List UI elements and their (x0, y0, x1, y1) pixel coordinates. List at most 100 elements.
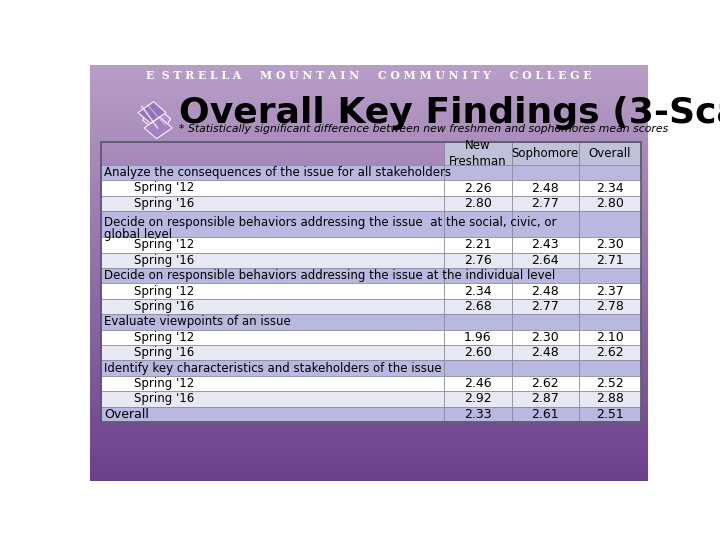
Bar (90, 354, 648, 355)
Bar (90, 238, 648, 239)
Bar (90, 260, 648, 261)
Bar (90, 77, 648, 78)
Bar (90, 282, 648, 283)
FancyBboxPatch shape (579, 330, 641, 345)
Bar (90, 304, 648, 305)
Bar (90, 166, 648, 167)
Bar (90, 251, 648, 252)
Bar (90, 158, 648, 159)
Bar (90, 113, 648, 114)
Bar (90, 231, 648, 232)
Bar (90, 124, 648, 125)
Bar (90, 421, 648, 422)
Bar (90, 249, 648, 251)
Bar (90, 394, 648, 395)
Text: 2.64: 2.64 (531, 254, 559, 267)
Bar (90, 367, 648, 368)
Bar (90, 244, 648, 245)
Bar (90, 432, 648, 433)
Bar (90, 214, 648, 215)
Bar (90, 274, 648, 275)
Bar (90, 99, 648, 100)
Bar (90, 259, 648, 260)
Bar (90, 365, 648, 366)
Text: 2.30: 2.30 (531, 331, 559, 344)
Bar (90, 401, 648, 402)
Bar (90, 140, 648, 141)
Bar (90, 131, 648, 132)
Bar (90, 319, 648, 320)
Bar (90, 264, 648, 265)
Bar (90, 300, 648, 301)
Bar (90, 328, 648, 329)
Bar (90, 441, 648, 442)
Bar (90, 452, 648, 453)
Bar (90, 464, 648, 465)
Bar (90, 191, 648, 192)
Bar (90, 468, 648, 469)
Bar (90, 449, 648, 450)
Bar (90, 247, 648, 248)
Polygon shape (138, 102, 166, 123)
Bar (90, 308, 648, 309)
Bar (90, 400, 648, 401)
Bar (90, 153, 648, 154)
Bar (90, 357, 648, 358)
Text: 2.51: 2.51 (596, 408, 624, 421)
Text: Overall: Overall (104, 408, 149, 421)
Bar (90, 70, 648, 71)
Bar (90, 360, 648, 361)
Bar (90, 217, 648, 218)
Bar (90, 235, 648, 236)
Bar (90, 356, 648, 357)
Bar (90, 310, 648, 311)
Text: 2.52: 2.52 (596, 377, 624, 390)
Bar (90, 269, 648, 271)
FancyBboxPatch shape (444, 314, 512, 330)
Bar (90, 389, 648, 390)
Bar (90, 130, 648, 131)
Bar (90, 433, 648, 434)
Bar (90, 461, 648, 462)
Bar (90, 278, 648, 279)
Bar (90, 151, 648, 152)
Bar (90, 448, 648, 449)
FancyBboxPatch shape (512, 142, 579, 165)
Text: 2.78: 2.78 (596, 300, 624, 313)
Text: Spring '12: Spring '12 (104, 181, 194, 194)
Bar (90, 467, 648, 468)
Bar (90, 298, 648, 299)
FancyBboxPatch shape (512, 211, 579, 237)
Text: 2.88: 2.88 (596, 393, 624, 406)
Bar (90, 313, 648, 314)
Bar (90, 373, 648, 374)
Bar (90, 473, 648, 474)
Bar (90, 199, 648, 200)
FancyBboxPatch shape (444, 392, 512, 407)
Bar (90, 302, 648, 303)
Bar (90, 85, 648, 86)
Bar (90, 479, 648, 480)
Bar (90, 90, 648, 91)
Bar (90, 215, 648, 217)
Bar (90, 141, 648, 142)
Bar (90, 225, 648, 226)
Bar (90, 80, 648, 81)
Bar (90, 440, 648, 441)
Bar (90, 398, 648, 399)
Bar (90, 472, 648, 473)
Bar (90, 175, 648, 176)
Polygon shape (143, 103, 171, 136)
Bar (90, 315, 648, 316)
Bar (90, 187, 648, 188)
Bar (90, 114, 648, 115)
Bar (90, 275, 648, 276)
Bar (90, 143, 648, 144)
Bar (90, 443, 648, 444)
Bar (90, 311, 648, 312)
Bar (90, 289, 648, 291)
Bar (90, 454, 648, 455)
Bar (90, 210, 648, 211)
Bar (90, 81, 648, 82)
Text: Spring '16: Spring '16 (104, 346, 194, 359)
